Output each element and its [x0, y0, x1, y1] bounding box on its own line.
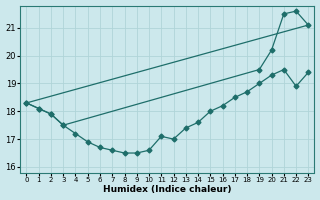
X-axis label: Humidex (Indice chaleur): Humidex (Indice chaleur): [103, 185, 232, 194]
